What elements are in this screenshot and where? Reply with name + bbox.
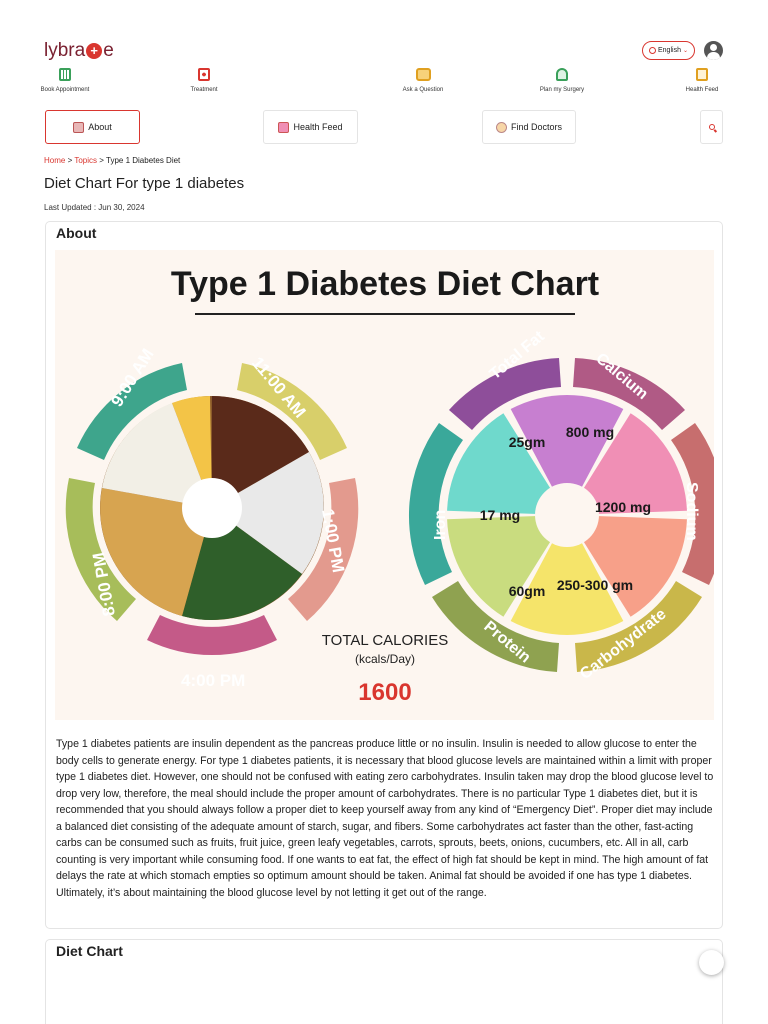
nutrient-value: 60gm xyxy=(509,583,546,599)
breadcrumb-topics[interactable]: Topics xyxy=(74,156,98,165)
tab-health-feed[interactable]: Health Feed xyxy=(263,110,358,144)
logo-text-left: lybra xyxy=(44,40,86,61)
user-avatar[interactable] xyxy=(704,41,723,60)
last-updated: Last Updated : Jun 30, 2024 xyxy=(44,203,145,212)
language-selector[interactable]: English ⌄ xyxy=(642,41,695,60)
breadcrumb-separator: > xyxy=(65,156,75,165)
nutrient-slice xyxy=(510,395,624,515)
nutrient-slice xyxy=(447,413,567,515)
nav-plan-surgery[interactable]: Plan my Surgery xyxy=(527,68,597,93)
health-feed-icon xyxy=(278,121,290,133)
nutrient-value: 1200 mg xyxy=(595,499,651,515)
nutrient-value: 17 mg xyxy=(480,507,520,523)
nav-label: Plan my Surgery xyxy=(539,87,585,93)
nutrient-slice xyxy=(510,515,624,635)
nav-treatment[interactable]: Treatment xyxy=(169,68,239,93)
nutrient-slices xyxy=(447,395,687,635)
diet-chart-infographic: Type 1 Diabetes Diet Chart xyxy=(55,250,714,720)
nav-book-appointment[interactable]: Book Appointment xyxy=(30,68,100,93)
nutrient-value: 250-300 gm xyxy=(557,577,633,593)
search-button[interactable] xyxy=(700,110,723,144)
medical-box-icon xyxy=(198,68,210,81)
nutrient-slice xyxy=(567,413,687,515)
meal-time-label: 4:00 PM xyxy=(181,671,245,690)
diet-chart-heading: Diet Chart xyxy=(56,943,123,959)
floating-action-button[interactable] xyxy=(699,950,724,975)
breadcrumb: Home > Topics > Type 1 Diabetes Diet xyxy=(44,156,180,165)
nutrient-slice xyxy=(567,515,687,617)
nutrient-name: Sodium xyxy=(683,482,700,541)
nutrient-value: 25gm xyxy=(509,434,546,450)
nutrient-outer-ring xyxy=(408,358,714,672)
about-heading: About xyxy=(56,225,97,241)
document-icon xyxy=(696,68,708,81)
nutrient-name: Iron xyxy=(432,510,449,540)
doctor-icon xyxy=(495,121,507,133)
tab-find-doctors[interactable]: Find Doctors xyxy=(482,110,576,144)
lybrate-logo[interactable]: lybra + e xyxy=(44,40,114,62)
nutrient-slice xyxy=(447,515,567,617)
page-title: Diet Chart For type 1 diabetes xyxy=(44,175,245,192)
tab-about[interactable]: About xyxy=(45,110,140,144)
about-icon xyxy=(73,121,85,133)
nav-label: Book Appointment xyxy=(40,87,90,93)
breadcrumb-separator: > xyxy=(97,156,106,165)
logo-plus-icon: + xyxy=(86,43,103,59)
doctor-icon xyxy=(556,68,568,81)
breadcrumb-home[interactable]: Home xyxy=(44,156,66,165)
search-icon xyxy=(708,124,715,130)
tab-label: About xyxy=(88,122,112,132)
nav-label: Health Feed xyxy=(685,87,719,93)
tab-label: Find Doctors xyxy=(510,122,563,132)
globe-icon xyxy=(649,47,656,54)
chevron-down-icon: ⌄ xyxy=(682,48,688,54)
total-calories-label: TOTAL CALORIES xyxy=(322,632,448,649)
nav-health-feed[interactable]: Health Feed xyxy=(667,68,737,93)
language-label: English xyxy=(658,47,681,54)
total-calories-unit: (kcals/Day) xyxy=(355,652,415,666)
chat-icon xyxy=(415,68,431,81)
nutrient-value: 800 mg xyxy=(566,424,614,440)
nav-label: Treatment xyxy=(190,87,218,93)
infographic-title: Type 1 Diabetes Diet Chart xyxy=(171,265,599,303)
total-calories-value: 1600 xyxy=(358,679,411,706)
logo-text-right: e xyxy=(103,40,114,61)
nav-ask-question[interactable]: Ask a Question xyxy=(388,68,458,93)
about-card: About Type 1 Diabetes Diet Chart xyxy=(45,221,723,929)
tab-label: Health Feed xyxy=(293,122,343,132)
breadcrumb-current: Type 1 Diabetes Diet xyxy=(106,156,181,165)
about-text: Type 1 diabetes patients are insulin dep… xyxy=(56,738,714,899)
meal-ring xyxy=(65,363,359,656)
nav-label: Ask a Question xyxy=(402,87,444,93)
diet-chart-card: Diet Chart xyxy=(45,939,723,1024)
calendar-icon xyxy=(59,68,71,81)
